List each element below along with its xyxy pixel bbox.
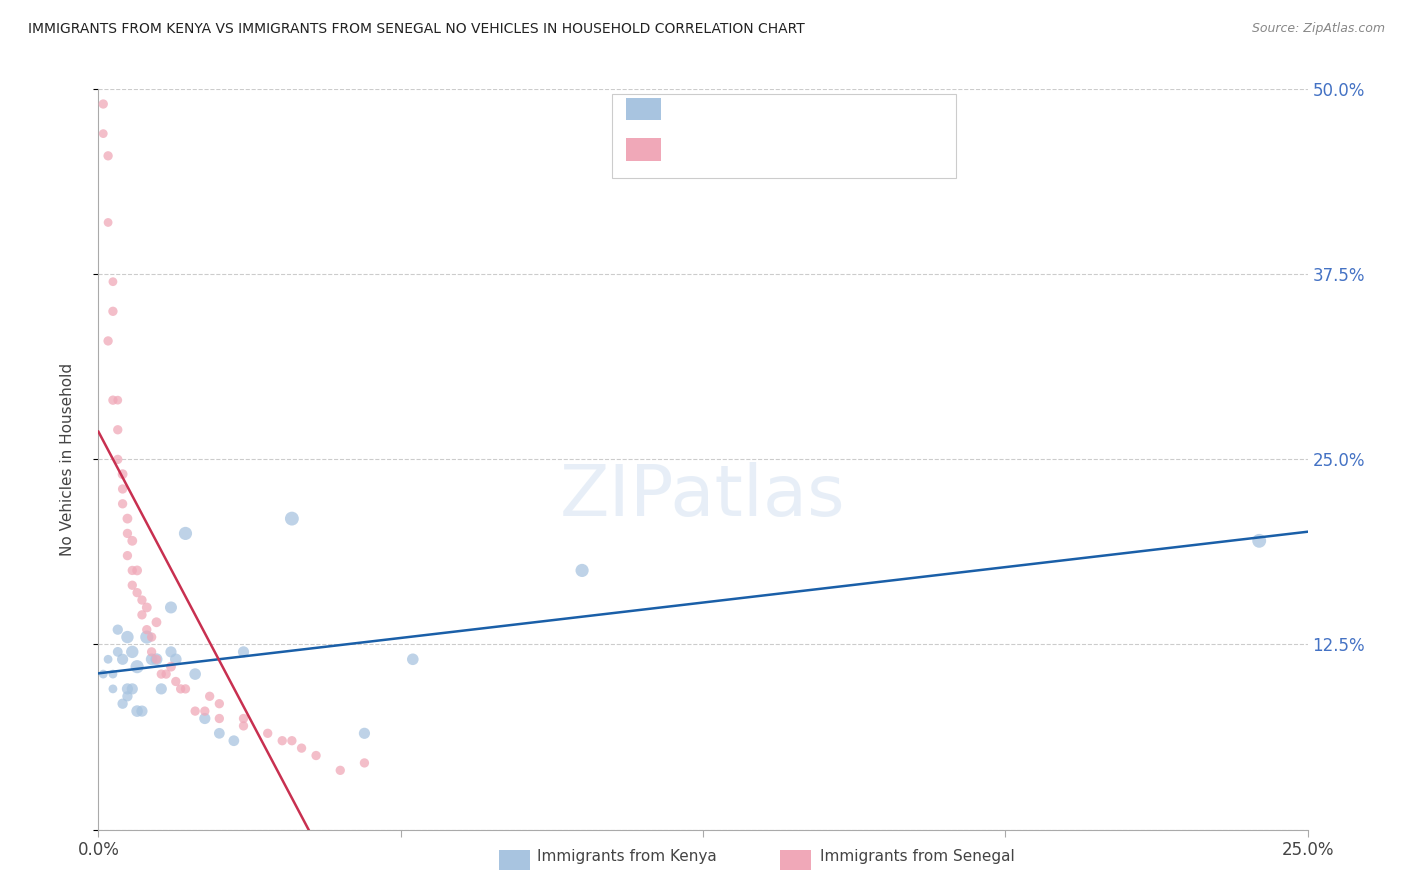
Point	[271, 733, 294, 747]
Point	[111, 497, 134, 511]
Point	[174, 526, 197, 541]
Point	[281, 733, 304, 747]
Point	[97, 334, 120, 348]
Point	[141, 630, 163, 644]
Point	[127, 704, 149, 718]
Point	[117, 511, 139, 525]
Point	[145, 652, 167, 666]
Point	[305, 748, 328, 763]
Point	[117, 526, 139, 541]
Point	[101, 393, 124, 408]
Point	[117, 549, 139, 563]
Point	[107, 623, 129, 637]
Point	[91, 127, 114, 141]
Text: Immigrants from Kenya: Immigrants from Kenya	[537, 849, 717, 863]
Point	[97, 149, 120, 163]
Point	[101, 681, 124, 696]
Point	[256, 726, 278, 740]
Point	[107, 645, 129, 659]
Point	[329, 764, 352, 778]
Text: R = -0.305    N = 50: R = -0.305 N = 50	[671, 138, 839, 156]
Point	[101, 275, 124, 289]
Point	[141, 652, 163, 666]
Y-axis label: No Vehicles in Household: No Vehicles in Household	[60, 363, 75, 556]
Point	[198, 690, 221, 704]
Point	[131, 593, 153, 607]
Point	[117, 630, 139, 644]
Point	[145, 652, 167, 666]
Point	[145, 615, 167, 630]
Point	[135, 623, 157, 637]
Text: Source: ZipAtlas.com: Source: ZipAtlas.com	[1251, 22, 1385, 36]
Point	[281, 511, 304, 525]
Point	[111, 482, 134, 496]
Point	[1249, 533, 1271, 548]
Point	[194, 704, 217, 718]
Point	[111, 467, 134, 482]
Point	[131, 704, 153, 718]
Point	[127, 564, 149, 578]
Point	[91, 97, 114, 112]
Point	[121, 533, 143, 548]
Point	[101, 667, 124, 681]
Point	[290, 741, 312, 756]
Point	[117, 681, 139, 696]
Point	[165, 652, 187, 666]
Point	[150, 667, 173, 681]
Point	[208, 726, 231, 740]
Point	[232, 712, 254, 726]
Point	[571, 564, 593, 578]
Point	[135, 600, 157, 615]
Point	[121, 564, 143, 578]
Point	[121, 578, 143, 592]
Text: Immigrants from Senegal: Immigrants from Senegal	[820, 849, 1015, 863]
Text: R =  0.298    N = 34: R = 0.298 N = 34	[671, 101, 838, 119]
Point	[184, 704, 207, 718]
Point	[107, 423, 129, 437]
Point	[184, 667, 207, 681]
Point	[111, 697, 134, 711]
Point	[135, 630, 157, 644]
Point	[101, 304, 124, 318]
Point	[97, 652, 120, 666]
Point	[127, 585, 149, 599]
Text: ZIPatlas: ZIPatlas	[560, 462, 846, 531]
Point	[127, 659, 149, 673]
Point	[194, 712, 217, 726]
Point	[107, 393, 129, 408]
Point	[169, 681, 191, 696]
Point	[402, 652, 425, 666]
Point	[353, 756, 375, 770]
Point	[121, 645, 143, 659]
Point	[111, 652, 134, 666]
Point	[131, 607, 153, 622]
Point	[141, 645, 163, 659]
Point	[165, 674, 187, 689]
Point	[174, 681, 197, 696]
Point	[160, 659, 183, 673]
Point	[208, 697, 231, 711]
Point	[353, 726, 375, 740]
Point	[232, 719, 254, 733]
Point	[155, 667, 177, 681]
Point	[97, 215, 120, 229]
Point	[107, 452, 129, 467]
Point	[150, 681, 173, 696]
Point	[117, 690, 139, 704]
Point	[160, 600, 183, 615]
Point	[91, 667, 114, 681]
Point	[232, 645, 254, 659]
Point	[121, 681, 143, 696]
Point	[222, 733, 245, 747]
Point	[160, 645, 183, 659]
Point	[208, 712, 231, 726]
Text: IMMIGRANTS FROM KENYA VS IMMIGRANTS FROM SENEGAL NO VEHICLES IN HOUSEHOLD CORREL: IMMIGRANTS FROM KENYA VS IMMIGRANTS FROM…	[28, 22, 804, 37]
